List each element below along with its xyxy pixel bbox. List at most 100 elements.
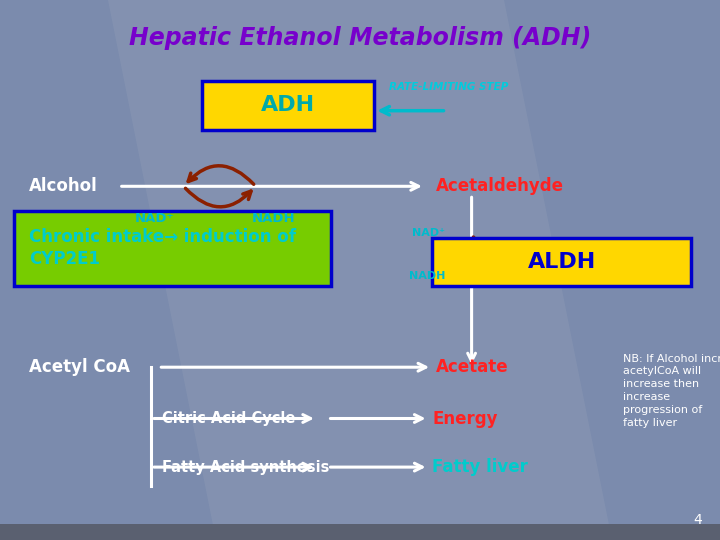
Bar (0, 536, 720, 538)
Bar (0, 537, 720, 539)
Bar (0, 535, 720, 538)
Bar (0, 536, 720, 539)
Bar (0, 536, 720, 539)
Bar (0, 537, 720, 540)
Bar (0, 536, 720, 539)
Bar (0, 537, 720, 539)
Bar (0, 535, 720, 538)
FancyBboxPatch shape (14, 211, 331, 286)
Bar (0, 535, 720, 537)
Bar (0, 537, 720, 539)
Bar (0, 536, 720, 538)
Bar (0, 536, 720, 538)
Bar (0, 535, 720, 538)
Bar (0, 535, 720, 537)
Bar (0, 537, 720, 540)
Bar (0, 535, 720, 538)
Bar (0, 535, 720, 538)
Bar (0, 537, 720, 539)
Bar (0, 537, 720, 539)
Bar (0, 536, 720, 539)
Bar (0, 536, 720, 538)
Bar (0, 536, 720, 538)
Bar (0, 536, 720, 538)
Bar (0, 537, 720, 540)
Bar (0, 537, 720, 539)
Bar (0, 535, 720, 538)
Text: Acetate: Acetate (436, 358, 508, 376)
Text: Fatty liver: Fatty liver (432, 458, 528, 476)
Bar (0, 536, 720, 538)
Bar (0, 537, 720, 539)
Bar (0, 535, 720, 538)
Bar (0, 536, 720, 539)
Bar (0, 537, 720, 539)
Bar (0, 536, 720, 539)
Bar (0, 537, 720, 539)
Bar (0, 536, 720, 538)
Bar (0, 535, 720, 538)
Bar (0, 537, 720, 539)
Bar (0, 535, 720, 538)
Bar (0, 535, 720, 538)
Bar (0, 537, 720, 539)
Text: 4: 4 (693, 512, 702, 526)
Bar (0, 537, 720, 540)
Bar (0, 535, 720, 538)
Bar (0, 536, 720, 539)
Bar (0, 537, 720, 539)
Bar (0, 536, 720, 539)
Text: Chronic intake→ induction of
CYP2E1: Chronic intake→ induction of CYP2E1 (29, 228, 296, 268)
Bar (0, 536, 720, 538)
Bar (0, 535, 720, 538)
Bar (0, 536, 720, 538)
Bar (0, 535, 720, 537)
Bar (0, 536, 720, 538)
Bar (0, 535, 720, 538)
Bar (0, 536, 720, 538)
Bar (0, 536, 720, 538)
Text: RATE-LIMITING STEP: RATE-LIMITING STEP (389, 82, 508, 92)
Bar (0, 536, 720, 538)
Bar (0, 535, 720, 538)
Bar (0, 535, 720, 538)
Bar (0, 536, 720, 538)
Bar (0, 536, 720, 538)
Bar (0, 535, 720, 538)
Bar (0, 536, 720, 539)
Bar (0, 535, 720, 538)
Bar (0, 535, 720, 538)
Bar (0, 536, 720, 538)
Bar (0, 535, 720, 537)
Bar (0, 537, 720, 539)
Bar (0, 537, 720, 539)
Bar (0, 536, 720, 539)
Bar (0, 535, 720, 537)
Bar (0, 537, 720, 539)
FancyBboxPatch shape (432, 238, 691, 286)
Bar (0, 536, 720, 539)
Bar (0, 536, 720, 539)
Text: Energy: Energy (432, 409, 498, 428)
Bar (0, 537, 720, 540)
Bar (0, 537, 720, 540)
Bar (0, 536, 720, 538)
Bar (0, 535, 720, 538)
Bar (0, 537, 720, 539)
Bar (0, 537, 720, 539)
Bar (0, 537, 720, 540)
Bar (0, 537, 720, 539)
Bar (0, 536, 720, 539)
Bar (0, 537, 720, 540)
Bar (0, 536, 720, 539)
Bar (0, 535, 720, 538)
Bar (0, 537, 720, 540)
Bar (0, 536, 720, 538)
Bar (0, 536, 720, 539)
Bar (0, 536, 720, 539)
Bar (0, 536, 720, 539)
Bar (0, 535, 720, 538)
Bar (0, 536, 720, 539)
Bar (0, 536, 720, 538)
Bar (0, 536, 720, 538)
